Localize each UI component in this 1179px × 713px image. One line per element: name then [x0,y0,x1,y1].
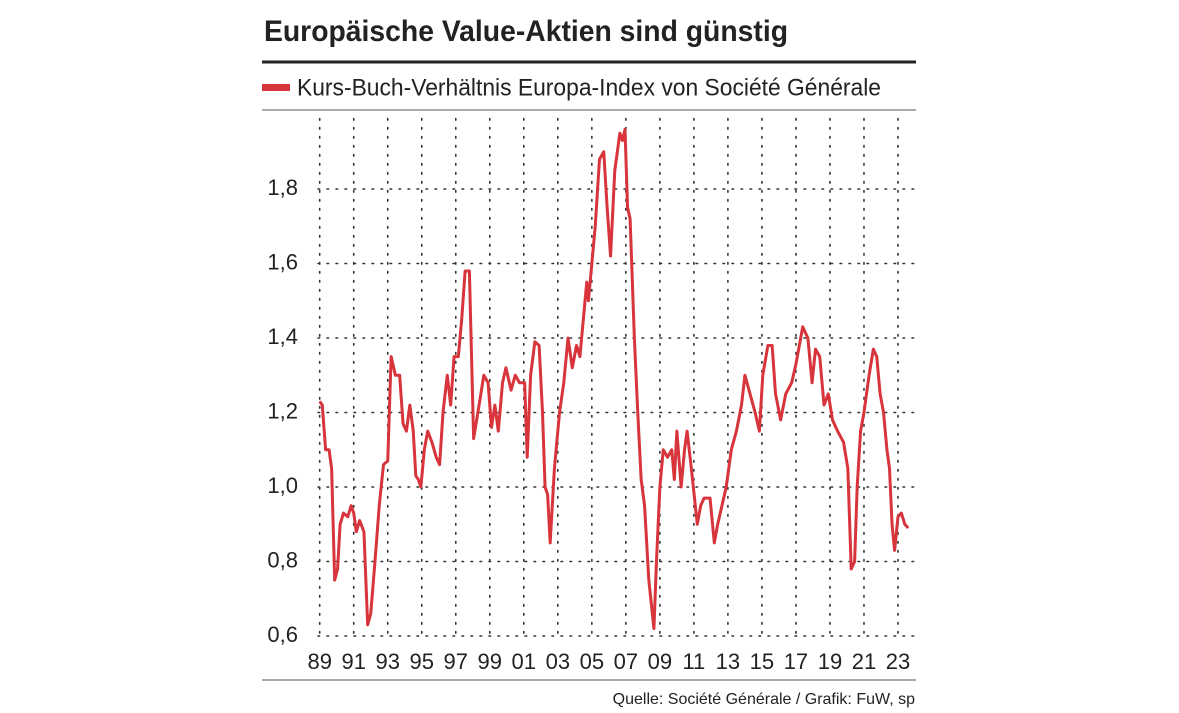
x-tick-label: 89 [307,649,331,674]
x-tick-label: 07 [614,649,638,674]
y-tick-label: 1,8 [267,175,298,200]
source-note: Quelle: Société Générale / Grafik: FuW, … [613,691,915,708]
x-tick-label: 15 [750,649,774,674]
x-tick-label: 23 [886,649,910,674]
x-tick-label: 95 [410,649,434,674]
x-tick-label: 11 [682,649,705,674]
x-tick-label: 21 [852,649,876,674]
x-tick-label: 03 [546,649,570,674]
data-line [318,127,910,631]
legend-swatch [262,84,290,91]
legend-label: Kurs-Buch-Verhältnis Europa-Index von So… [297,74,881,101]
x-tick-label: 93 [375,649,399,674]
x-tick-label: 01 [512,649,536,674]
y-tick-label: 1,0 [267,473,298,498]
x-tick-label: 13 [716,649,740,674]
y-tick-label: 0,6 [267,622,298,647]
x-tick-label: 99 [478,649,502,674]
x-tick-label: 91 [341,649,365,674]
chart-title: Europäische Value-Aktien sind günstig [264,15,788,48]
x-tick-label: 97 [444,649,468,674]
y-tick-label: 1,4 [267,324,298,349]
y-tick-label: 0,8 [267,547,298,572]
x-tick-label: 09 [648,649,672,674]
x-tick-label: 17 [784,649,808,674]
x-tick-label: 19 [818,649,842,674]
x-tick-label: 05 [580,649,604,674]
y-tick-label: 1,2 [267,398,298,423]
y-tick-label: 1,6 [267,249,298,274]
